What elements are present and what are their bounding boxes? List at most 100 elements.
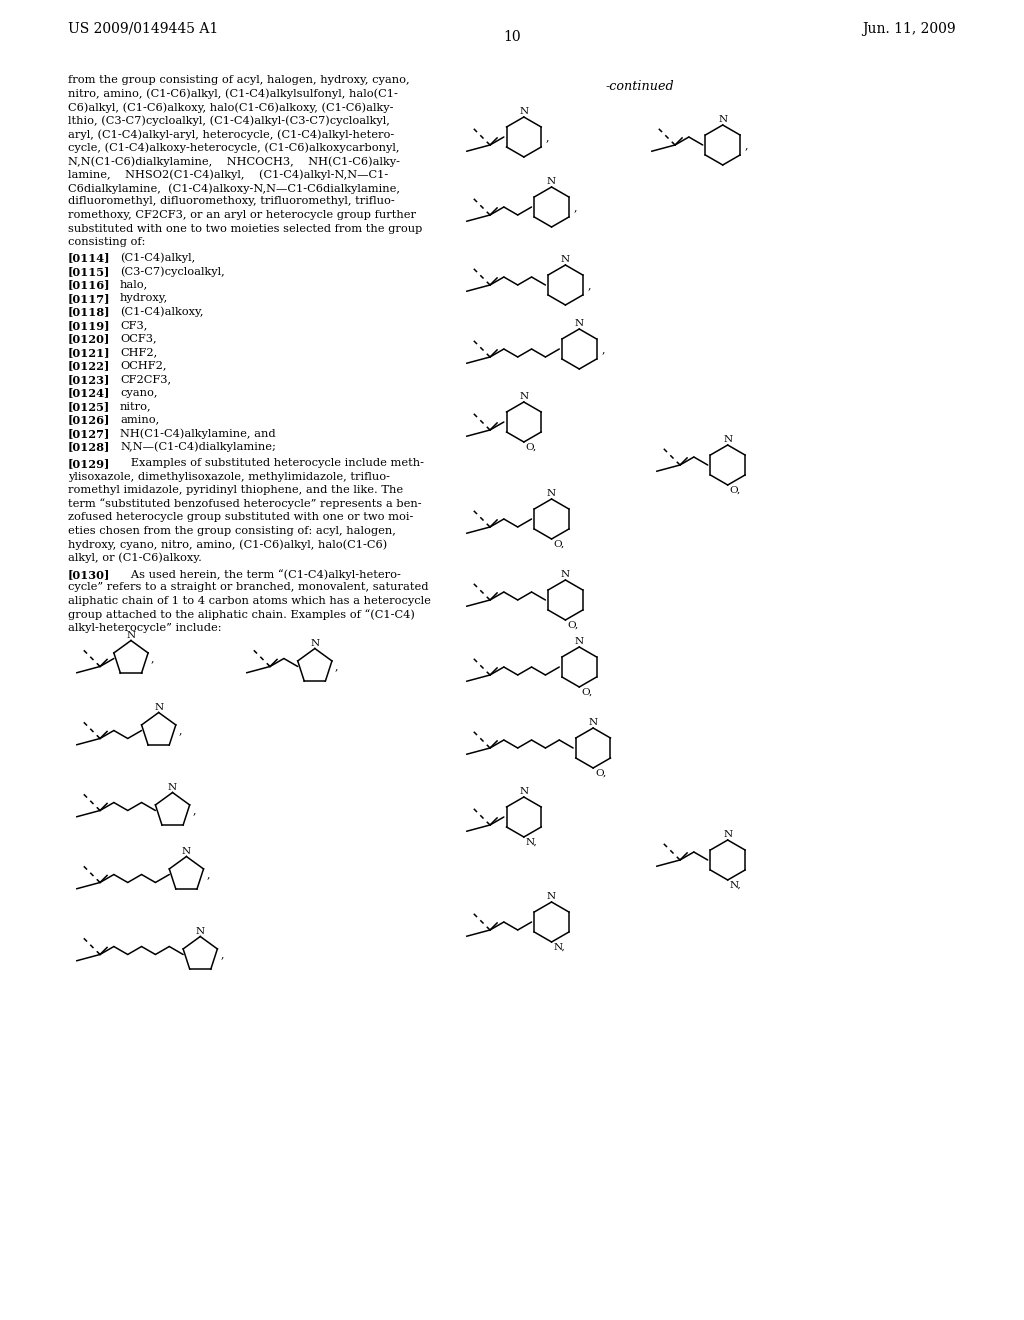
Text: alkyl, or (C1-C6)alkoxy.: alkyl, or (C1-C6)alkoxy. (68, 553, 202, 564)
Text: [0124]: [0124] (68, 388, 111, 399)
Text: amino,: amino, (120, 414, 160, 425)
Text: [0122]: [0122] (68, 360, 111, 371)
Text: N: N (723, 830, 732, 840)
Text: [0114]: [0114] (68, 252, 111, 264)
Text: [0130]: [0130] (68, 569, 111, 579)
Text: [0119]: [0119] (68, 319, 111, 331)
Text: N: N (561, 255, 570, 264)
Text: eties chosen from the group consisting of: acyl, halogen,: eties chosen from the group consisting o… (68, 525, 396, 536)
Text: cyano,: cyano, (120, 388, 158, 397)
Text: hydroxy, cyano, nitro, amino, (C1-C6)alkyl, halo(C1-C6): hydroxy, cyano, nitro, amino, (C1-C6)alk… (68, 539, 387, 549)
Text: hydroxy,: hydroxy, (120, 293, 168, 304)
Text: ,: , (744, 140, 749, 150)
Text: (C1-C4)alkyl,: (C1-C4)alkyl, (120, 252, 196, 263)
Text: ,: , (179, 726, 182, 735)
Text: N: N (718, 115, 727, 124)
Text: O,: O, (526, 444, 538, 451)
Text: romethyl imidazole, pyridinyl thiophene, and the like. The: romethyl imidazole, pyridinyl thiophene,… (68, 484, 403, 495)
Text: OCHF2,: OCHF2, (120, 360, 167, 371)
Text: nitro, amino, (C1-C6)alkyl, (C1-C4)alkylsulfonyl, halo(C1-: nitro, amino, (C1-C6)alkyl, (C1-C4)alkyl… (68, 88, 398, 99)
Text: from the group consisting of acyl, halogen, hydroxy, cyano,: from the group consisting of acyl, halog… (68, 75, 410, 84)
Text: N: N (547, 177, 556, 186)
Text: Jun. 11, 2009: Jun. 11, 2009 (862, 22, 956, 36)
Text: [0127]: [0127] (68, 428, 111, 440)
Text: (C1-C4)alkoxy,: (C1-C4)alkoxy, (120, 306, 204, 317)
Text: O,: O, (554, 540, 565, 549)
Text: cycle” refers to a straight or branched, monovalent, saturated: cycle” refers to a straight or branched,… (68, 582, 428, 593)
Text: [0123]: [0123] (68, 374, 111, 385)
Text: O,: O, (595, 770, 606, 777)
Text: 10: 10 (503, 30, 521, 44)
Text: consisting of:: consisting of: (68, 238, 145, 247)
Text: O,: O, (567, 620, 579, 630)
Text: N: N (547, 892, 556, 902)
Text: N: N (168, 783, 177, 792)
Text: alkyl-heterocycle” include:: alkyl-heterocycle” include: (68, 623, 221, 634)
Text: N,: N, (526, 838, 538, 847)
Text: C6)alkyl, (C1-C6)alkoxy, halo(C1-C6)alkoxy, (C1-C6)alky-: C6)alkyl, (C1-C6)alkoxy, halo(C1-C6)alko… (68, 102, 393, 112)
Text: ,: , (207, 870, 210, 879)
Text: ,: , (601, 345, 605, 354)
Text: N,N(C1-C6)dialkylamine,    NHCOCH3,    NH(C1-C6)alky-: N,N(C1-C6)dialkylamine, NHCOCH3, NH(C1-C… (68, 156, 400, 166)
Text: N: N (519, 787, 528, 796)
Text: Examples of substituted heterocycle include meth-: Examples of substituted heterocycle incl… (120, 458, 424, 469)
Text: difluoromethyl, difluoromethoxy, trifluoromethyl, trifluo-: difluoromethyl, difluoromethoxy, trifluo… (68, 197, 394, 206)
Text: ,: , (152, 653, 155, 664)
Text: N: N (547, 488, 556, 498)
Text: ylisoxazole, dimethylisoxazole, methylimidazole, trifluo-: ylisoxazole, dimethylisoxazole, methylim… (68, 471, 390, 482)
Text: cycle, (C1-C4)alkoxy-heterocycle, (C1-C6)alkoxycarbonyl,: cycle, (C1-C4)alkoxy-heterocycle, (C1-C6… (68, 143, 399, 153)
Text: O,: O, (582, 688, 593, 697)
Text: N: N (561, 570, 570, 579)
Text: ,: , (220, 949, 224, 960)
Text: [0118]: [0118] (68, 306, 111, 318)
Text: lamine,    NHSO2(C1-C4)alkyl,    (C1-C4)alkyl-N,N—C1-: lamine, NHSO2(C1-C4)alkyl, (C1-C4)alkyl-… (68, 169, 388, 180)
Text: O,: O, (730, 486, 741, 495)
Text: NH(C1-C4)alkylamine, and: NH(C1-C4)alkylamine, and (120, 428, 275, 438)
Text: N: N (182, 846, 190, 855)
Text: ,: , (193, 805, 197, 816)
Text: group attached to the aliphatic chain. Examples of “(C1-C4): group attached to the aliphatic chain. E… (68, 610, 415, 620)
Text: C6dialkylamine,  (C1-C4)alkoxy-N,N—C1-C6dialkylamine,: C6dialkylamine, (C1-C4)alkoxy-N,N—C1-C6d… (68, 183, 400, 194)
Text: substituted with one to two moieties selected from the group: substituted with one to two moieties sel… (68, 223, 422, 234)
Text: (C3-C7)cycloalkyl,: (C3-C7)cycloalkyl, (120, 267, 224, 277)
Text: N: N (723, 436, 732, 444)
Text: term “substituted benzofused heterocycle” represents a ben-: term “substituted benzofused heterocycle… (68, 499, 422, 510)
Text: ,: , (588, 280, 591, 290)
Text: N: N (574, 319, 584, 327)
Text: romethoxy, CF2CF3, or an aryl or heterocycle group further: romethoxy, CF2CF3, or an aryl or heteroc… (68, 210, 416, 220)
Text: CHF2,: CHF2, (120, 347, 158, 356)
Text: N,: N, (730, 880, 741, 890)
Text: N: N (126, 631, 135, 639)
Text: N: N (574, 638, 584, 645)
Text: zofused heterocycle group substituted with one or two moi-: zofused heterocycle group substituted wi… (68, 512, 414, 521)
Text: CF3,: CF3, (120, 319, 147, 330)
Text: N: N (589, 718, 598, 727)
Text: [0125]: [0125] (68, 401, 111, 412)
Text: [0117]: [0117] (68, 293, 111, 304)
Text: As used herein, the term “(C1-C4)alkyl-hetero-: As used herein, the term “(C1-C4)alkyl-h… (120, 569, 400, 579)
Text: halo,: halo, (120, 280, 148, 289)
Text: US 2009/0149445 A1: US 2009/0149445 A1 (68, 22, 218, 36)
Text: N: N (519, 392, 528, 401)
Text: [0115]: [0115] (68, 267, 111, 277)
Text: [0129]: [0129] (68, 458, 111, 469)
Text: [0126]: [0126] (68, 414, 111, 425)
Text: aliphatic chain of 1 to 4 carbon atoms which has a heterocycle: aliphatic chain of 1 to 4 carbon atoms w… (68, 597, 431, 606)
Text: [0120]: [0120] (68, 334, 111, 345)
Text: [0116]: [0116] (68, 280, 111, 290)
Text: ,: , (546, 132, 549, 143)
Text: N: N (196, 927, 205, 936)
Text: aryl, (C1-C4)alkyl-aryl, heterocycle, (C1-C4)alkyl-hetero-: aryl, (C1-C4)alkyl-aryl, heterocycle, (C… (68, 129, 394, 140)
Text: N: N (310, 639, 319, 648)
Text: ,: , (335, 661, 339, 672)
Text: OCF3,: OCF3, (120, 334, 157, 343)
Text: ,: , (573, 202, 578, 213)
Text: N: N (155, 702, 163, 711)
Text: N,: N, (554, 942, 565, 952)
Text: lthio, (C3-C7)cycloalkyl, (C1-C4)alkyl-(C3-C7)cycloalkyl,: lthio, (C3-C7)cycloalkyl, (C1-C4)alkyl-(… (68, 116, 390, 127)
Text: nitro,: nitro, (120, 401, 152, 411)
Text: N,N—(C1-C4)dialkylamine;: N,N—(C1-C4)dialkylamine; (120, 441, 275, 451)
Text: [0128]: [0128] (68, 441, 111, 453)
Text: CF2CF3,: CF2CF3, (120, 374, 171, 384)
Text: [0121]: [0121] (68, 347, 111, 358)
